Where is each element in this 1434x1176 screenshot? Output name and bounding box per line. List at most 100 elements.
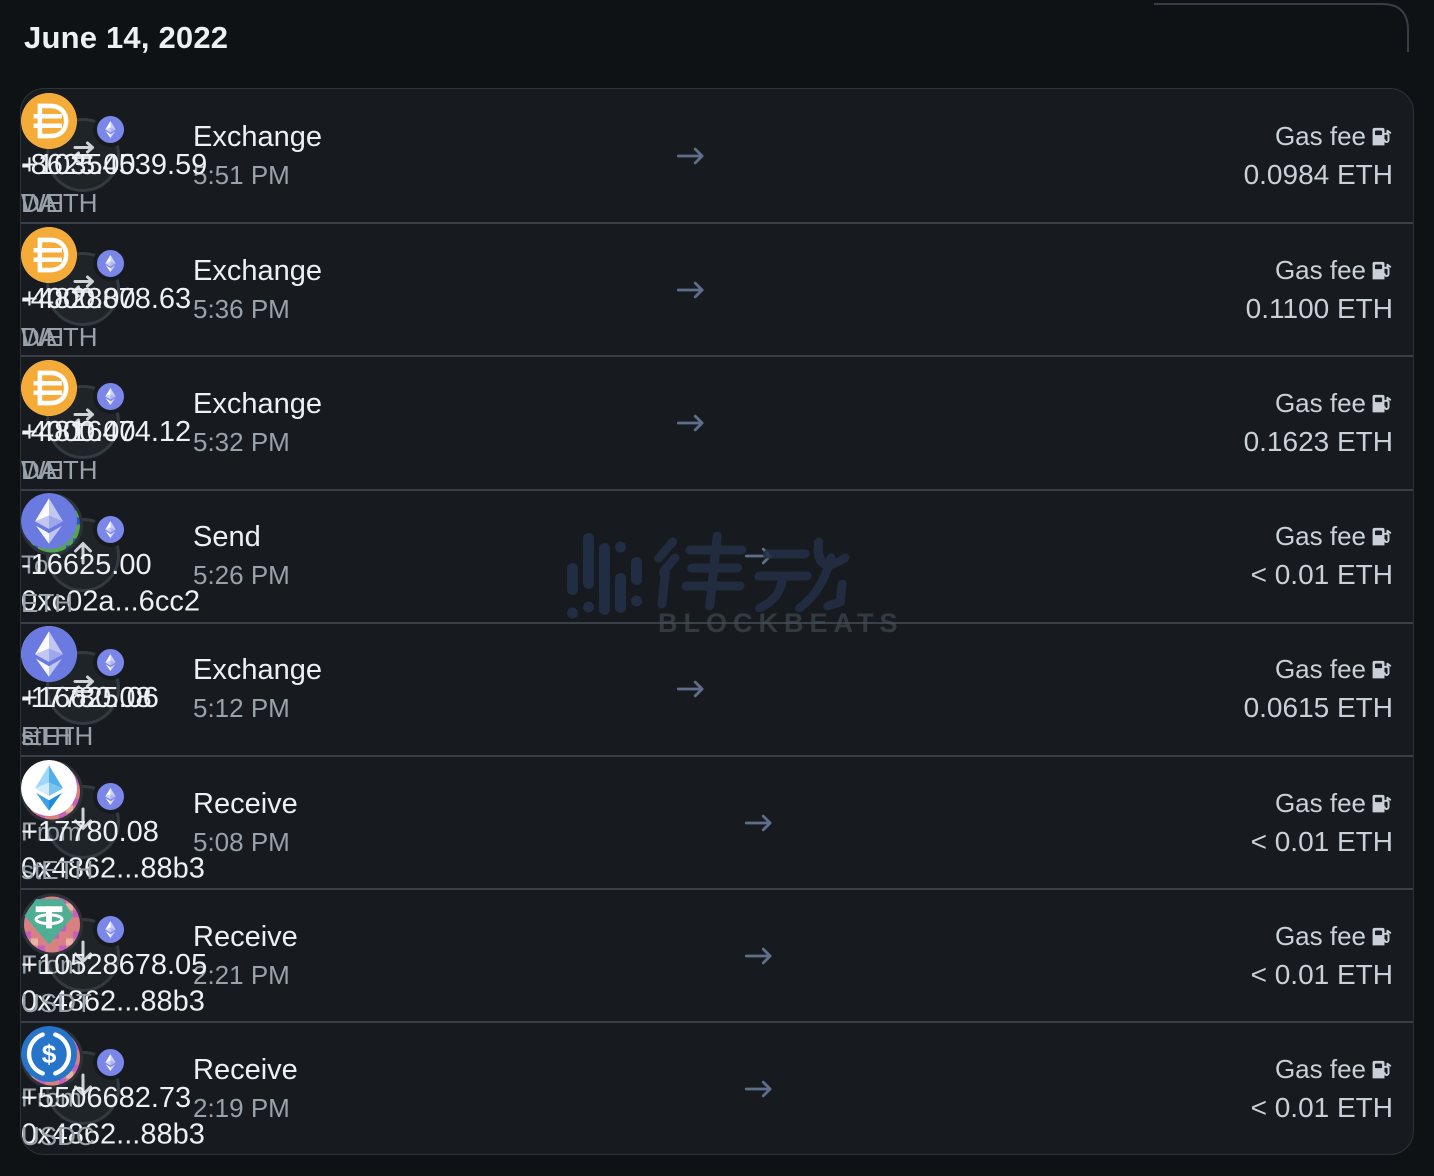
from-line-2: 0x4862...88b3 <box>21 1118 205 1151</box>
gas-fee-value: < 0.01 ETH <box>1250 958 1393 990</box>
from-line-1: To <box>21 549 49 580</box>
gas-fee: Gas fee < 0.01 ETH <box>1251 921 1393 991</box>
gas-pump-icon <box>1370 525 1393 548</box>
transaction-type-label: Receive <box>193 1053 298 1086</box>
transaction-row[interactable]: Receive 5:08 PM From 0x4862...88b3 +1778… <box>21 754 1413 888</box>
previous-card-edge <box>1150 0 1434 70</box>
dai-icon <box>21 92 77 149</box>
gas-fee: Gas fee 0.0984 ETH <box>1244 121 1393 191</box>
transaction-row[interactable]: Exchange 5:36 PM -4000.00 WETH +4828878.… <box>21 222 1413 355</box>
arrow-right-icon <box>673 138 709 174</box>
svg-text:$: $ <box>42 1039 57 1069</box>
operation-glyph-icon <box>64 1066 102 1109</box>
arrow-right-icon <box>673 405 709 441</box>
eth-network-badge-icon <box>93 778 128 814</box>
transaction-type-label: Receive <box>193 787 298 820</box>
from-line-2: WETH <box>21 321 98 352</box>
to-line-2: DAI <box>21 454 65 485</box>
eth-network-badge-icon <box>93 512 128 548</box>
transaction-type-label: Exchange <box>193 120 322 153</box>
from-line-2: 0x4862...88b3 <box>21 852 205 885</box>
operation-glyph-icon <box>64 534 102 577</box>
to-line-1: +4828878.63 <box>21 282 192 315</box>
transaction-type-label: Receive <box>193 920 298 953</box>
gas-fee: Gas fee < 0.01 ETH <box>1251 788 1393 858</box>
transaction-time: 2:21 PM <box>193 959 290 990</box>
arrow-right-icon <box>741 1071 777 1107</box>
transaction-list-card: Exchange 5:51 PM -8625.00 WETH +10354539… <box>20 88 1414 1155</box>
gas-pump-icon <box>1370 125 1393 148</box>
transaction-time: 5:36 PM <box>193 293 290 324</box>
to-line-1: +16625.06 <box>21 682 159 715</box>
gas-pump-icon <box>1370 392 1393 415</box>
date-header: June 14, 2022 <box>24 20 229 55</box>
usdt-icon <box>21 893 77 949</box>
to-line-2: USDT <box>21 987 92 1018</box>
gas-fee-value: < 0.01 ETH <box>1250 1091 1393 1123</box>
eth-icon <box>21 626 77 683</box>
operation-glyph-icon <box>64 933 102 976</box>
steth-icon <box>21 759 77 816</box>
gas-pump-icon <box>1370 658 1393 681</box>
transaction-time: 5:26 PM <box>193 560 290 591</box>
transaction-time: 5:32 PM <box>193 426 290 457</box>
arrow-right-icon <box>673 272 709 308</box>
eth-network-badge-icon <box>93 111 128 147</box>
operation-glyph-icon <box>64 400 102 443</box>
transaction-time: 5:12 PM <box>193 693 290 724</box>
gas-fee-value: 0.1100 ETH <box>1245 292 1393 324</box>
transaction-row[interactable]: Receive 2:19 PM From 0x4862...88b3 $ +55… <box>21 1021 1413 1154</box>
to-line-1: +10528678.05 <box>21 948 208 981</box>
operation-icon <box>46 378 128 463</box>
transaction-type-label: Exchange <box>193 387 322 420</box>
operation-glyph-icon <box>64 267 102 310</box>
to-line-2: DAI <box>21 187 65 218</box>
to-line-2: ETH <box>21 588 73 619</box>
dai-icon <box>21 226 77 283</box>
gas-fee-label: Gas fee <box>1274 654 1366 685</box>
transaction-row[interactable]: Exchange 5:12 PM -17780.08 stETH +16625.… <box>21 621 1413 755</box>
gas-fee: Gas fee 0.1100 ETH <box>1246 255 1393 325</box>
transaction-row[interactable]: Exchange 5:51 PM -8625.00 WETH +10354539… <box>21 89 1413 222</box>
operation-icon <box>46 111 128 196</box>
transaction-row[interactable]: Receive 2:21 PM From 0x4862...88b3 +1052… <box>21 888 1413 1021</box>
gas-fee: Gas fee < 0.01 ETH <box>1251 1054 1393 1124</box>
to-line-1: +4816474.12 <box>21 415 192 448</box>
gas-pump-icon <box>1370 792 1393 815</box>
from-line-2: 0xc02a...6cc2 <box>21 585 200 618</box>
to-line-1: +10354539.59 <box>21 148 208 181</box>
gas-fee: Gas fee 0.0615 ETH <box>1244 654 1393 724</box>
to-line-2: USDC <box>21 1120 95 1151</box>
from-line-1: From <box>21 949 82 980</box>
from-line-2: 0x4862...88b3 <box>21 985 205 1018</box>
from-line-2: WETH <box>21 454 98 485</box>
gas-fee-label: Gas fee <box>1274 254 1366 285</box>
from-line-1: -4000.00 <box>21 415 136 448</box>
transaction-type-label: Exchange <box>193 254 322 287</box>
eth-icon <box>21 493 77 550</box>
gas-pump-icon <box>1370 259 1393 282</box>
arrow-right-icon <box>673 671 709 707</box>
gas-fee-label: Gas fee <box>1274 787 1366 818</box>
transaction-time: 5:08 PM <box>193 826 290 857</box>
eth-network-badge-icon <box>93 245 128 281</box>
gas-fee-label: Gas fee <box>1274 1053 1366 1084</box>
operation-glyph-icon <box>64 667 102 710</box>
from-line-1: From <box>21 1082 82 1113</box>
arrow-right-icon <box>741 805 777 841</box>
operation-glyph-icon <box>64 133 102 176</box>
eth-network-badge-icon <box>93 911 128 947</box>
dai-icon <box>21 359 77 416</box>
operation-icon <box>46 512 128 596</box>
from-line-2: WETH <box>21 187 98 218</box>
eth-network-badge-icon <box>93 1044 128 1080</box>
from-line-1: -4000.00 <box>21 282 136 315</box>
gas-fee-label: Gas fee <box>1274 920 1366 951</box>
transaction-row[interactable]: Send 5:26 PM To 0xc02a...6cc2 -16625.00 … <box>21 488 1413 622</box>
eth-network-badge-icon <box>93 378 128 414</box>
operation-glyph-icon <box>64 800 102 843</box>
to-line-1: -16625.00 <box>21 549 152 582</box>
transaction-row[interactable]: Exchange 5:32 PM -4000.00 WETH +4816474.… <box>21 355 1413 488</box>
transaction-type-label: Exchange <box>193 654 322 687</box>
to-line-2: stETH <box>21 854 94 885</box>
